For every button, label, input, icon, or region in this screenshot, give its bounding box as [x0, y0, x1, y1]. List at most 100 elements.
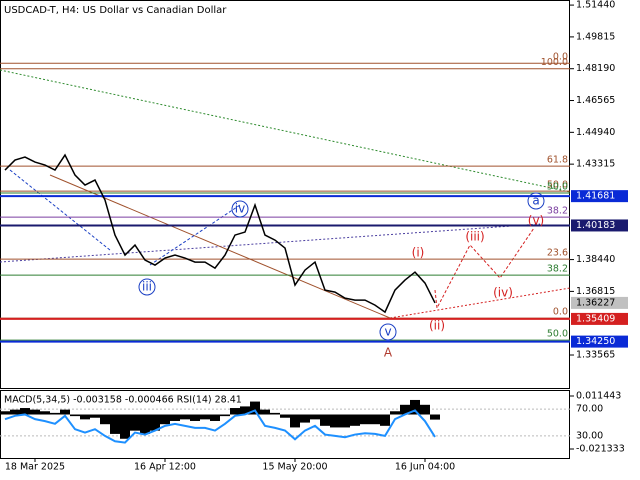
price-label: 1.35409: [576, 313, 615, 324]
macd-bar: [430, 414, 440, 420]
macd-bar: [370, 414, 380, 425]
y-tick-label: 30.00: [576, 430, 603, 441]
price-label: 1.36227: [576, 297, 615, 308]
x-tick-label: 15 May 20:00: [262, 462, 327, 473]
macd-bar: [0, 411, 10, 415]
macd-bar: [360, 414, 370, 425]
y-tick-label: 0.011443: [576, 391, 621, 402]
y-tick-label: 1.33565: [576, 350, 615, 361]
fib-label: 38.2: [547, 264, 568, 275]
trend-line: [49, 174, 391, 319]
price-label-box: [571, 219, 628, 232]
macd-bar: [280, 414, 290, 418]
wave-label: v: [384, 325, 391, 339]
price-label-box: [571, 190, 628, 203]
fib-label: 38.2: [547, 206, 568, 217]
macd-bar: [220, 414, 230, 417]
y-tick-label: 1.46565: [576, 95, 615, 106]
fib-label: 50.0: [547, 180, 568, 191]
macd-bar: [260, 409, 270, 415]
chart-title: USDCAD-T, H4: US Dollar vs Canadian Doll…: [4, 5, 227, 16]
wave-label: (iv): [493, 286, 513, 300]
x-tick-label: 16 Jun 04:00: [395, 462, 455, 473]
fib-label: 0.0: [553, 307, 568, 318]
y-tick-label: 1.36815: [576, 286, 615, 297]
macd-bar: [50, 412, 60, 415]
y-tick-label: 70.00: [576, 404, 603, 415]
price-label: 1.41681: [576, 191, 615, 202]
y-tick-label: 1.51440: [576, 0, 615, 11]
trend-line: [0, 69, 571, 193]
indicator-panel: [0, 390, 570, 459]
macd-bar: [210, 414, 220, 421]
macd-bar: [200, 414, 210, 420]
wave-circle: [231, 200, 249, 218]
wave-circle: [527, 192, 545, 210]
y-tick-label: 1.43315: [576, 159, 615, 170]
macd-bar: [390, 411, 400, 415]
wave-circle: [379, 323, 397, 341]
macd-bar: [170, 414, 180, 421]
trend-line: [149, 204, 241, 266]
wave-label: (v): [528, 214, 544, 228]
macd-bar: [110, 414, 120, 434]
x-tick-label: 16 Apr 12:00: [134, 462, 196, 473]
wave-label: (iii): [465, 230, 484, 244]
wave-label: (i): [412, 246, 425, 260]
macd-bar: [100, 414, 110, 425]
indicator-title: MACD(5,34,5) -0.003158 -0.000466 RSI(14)…: [4, 395, 242, 406]
macd-bar: [130, 414, 140, 431]
projection: [434, 227, 535, 310]
fib-label: 0.0: [553, 52, 568, 63]
main-panel: [0, 0, 570, 389]
fib-label: 100.0: [541, 57, 568, 68]
macd-bar: [40, 411, 50, 415]
trend-line: [389, 287, 571, 319]
wave-label: A: [384, 346, 393, 360]
price-label-box: [571, 312, 628, 325]
macd-bar: [120, 414, 130, 439]
macd-bar: [420, 404, 430, 415]
trend-line: [9, 169, 111, 251]
y-tick-label: -0.021333: [576, 444, 625, 455]
macd-bar: [10, 409, 20, 415]
price-label: 1.40183: [576, 220, 615, 231]
macd-bar: [30, 409, 40, 415]
y-tick-label: 1.49815: [576, 31, 615, 42]
macd-bar: [90, 414, 100, 418]
macd-bar: [20, 408, 30, 415]
price-label: 1.34250: [576, 336, 615, 347]
fib-label: 50.0: [547, 329, 568, 340]
macd-bar: [250, 401, 260, 415]
macd-bar: [310, 414, 320, 420]
y-tick-label: 1.38440: [576, 254, 615, 265]
macd-bar: [410, 399, 420, 415]
rsi-line: [4, 409, 436, 444]
macd-bar: [240, 406, 250, 415]
macd-bar: [160, 414, 170, 425]
macd-bar: [80, 414, 90, 420]
wave-label: (ii): [429, 319, 445, 333]
macd-bar: [350, 414, 360, 426]
macd-bar: [330, 414, 340, 428]
price-line: [4, 153, 436, 314]
fib-label: 50.0: [547, 182, 568, 193]
wave-label: a: [532, 194, 539, 208]
y-tick-label: 1.44940: [576, 127, 615, 138]
wave-label: iii: [142, 280, 152, 294]
macd-bar: [380, 414, 390, 426]
wave-circle: [138, 278, 156, 296]
fib-label: 23.6: [547, 248, 568, 259]
macd-bar: [150, 414, 160, 431]
macd-bar: [400, 404, 410, 415]
price-label-box: [571, 335, 628, 348]
macd-bar: [60, 409, 70, 415]
macd-bar: [270, 412, 280, 415]
x-tick-label: 18 Mar 2025: [5, 462, 65, 473]
macd-bar: [190, 414, 200, 421]
macd-bar: [70, 414, 80, 417]
macd-bar: [340, 414, 350, 428]
